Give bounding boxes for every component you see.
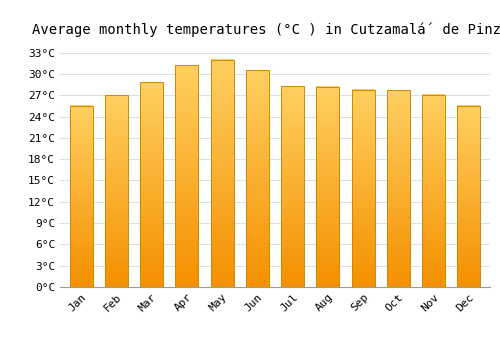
Bar <box>281 86 304 287</box>
Bar <box>210 60 234 287</box>
Bar <box>387 90 410 287</box>
Bar <box>316 87 340 287</box>
Bar <box>176 65 199 287</box>
Bar <box>352 90 374 287</box>
Bar <box>422 94 445 287</box>
Title: Average monthly temperatures (°C ) in Cutzamalá́ de Pinzón: Average monthly temperatures (°C ) in Cu… <box>32 22 500 37</box>
Bar <box>458 106 480 287</box>
Bar <box>140 83 163 287</box>
Bar <box>105 95 128 287</box>
Bar <box>246 70 269 287</box>
Bar <box>70 106 92 287</box>
